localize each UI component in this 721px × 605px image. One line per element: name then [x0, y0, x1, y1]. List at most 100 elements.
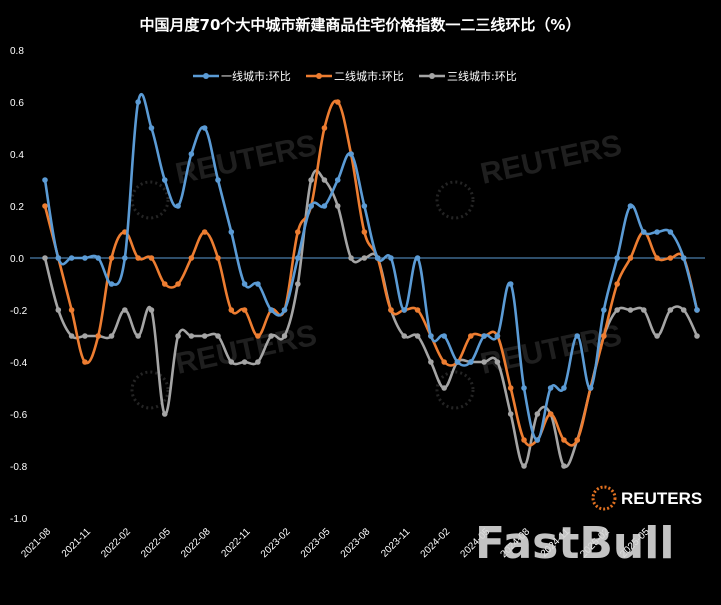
data-point	[334, 203, 341, 209]
data-point	[428, 359, 434, 365]
reuters-watermark-text: REUTERS	[173, 129, 320, 191]
data-point	[215, 333, 221, 339]
data-point	[108, 333, 115, 339]
data-point	[321, 203, 328, 209]
x-tick-label: 2022-08	[179, 526, 213, 560]
data-point	[654, 333, 660, 339]
data-point	[481, 359, 487, 365]
data-point	[241, 281, 248, 287]
data-point	[627, 203, 634, 209]
data-point	[521, 385, 527, 391]
data-point	[414, 255, 421, 261]
data-point	[561, 437, 567, 443]
data-point	[374, 255, 381, 261]
reuters-logo-icon	[435, 180, 475, 220]
data-point	[281, 333, 288, 339]
reuters-logo-icon	[130, 370, 170, 410]
reuters-watermark-text: REUTERS	[478, 129, 625, 191]
data-point	[175, 281, 181, 287]
data-point	[135, 333, 141, 339]
data-point	[428, 333, 434, 339]
data-point	[614, 255, 620, 261]
data-point	[268, 333, 275, 339]
data-point	[361, 229, 368, 235]
reuters-brand-icon	[591, 485, 617, 511]
legend-swatch-marker	[203, 73, 209, 79]
data-point	[215, 177, 221, 183]
data-point	[148, 255, 155, 261]
data-point	[295, 229, 301, 235]
data-point	[95, 333, 102, 339]
data-point	[574, 333, 581, 339]
data-point	[507, 281, 514, 287]
data-point	[188, 333, 195, 339]
data-point	[241, 307, 248, 313]
data-point	[108, 281, 115, 287]
series-layer	[42, 92, 700, 469]
legend-swatch-marker	[429, 73, 435, 79]
data-point	[308, 177, 314, 183]
data-point	[255, 333, 261, 339]
data-point	[348, 151, 354, 157]
data-point	[654, 255, 660, 261]
data-point	[640, 229, 647, 235]
data-point	[667, 255, 674, 261]
y-tick-label: -1.0	[10, 514, 28, 525]
data-point	[228, 307, 235, 313]
data-point	[601, 307, 607, 313]
data-point	[55, 255, 62, 261]
data-point	[68, 255, 75, 261]
data-point	[494, 359, 501, 365]
data-point	[680, 255, 687, 261]
data-point	[414, 333, 421, 339]
data-point	[188, 151, 195, 157]
x-tick-label: 2023-08	[339, 526, 373, 560]
x-tick-label: 2023-05	[299, 526, 333, 560]
data-point	[308, 203, 314, 209]
y-tick-label: 0.4	[10, 150, 24, 161]
y-tick-label: 0.0	[10, 254, 24, 265]
fastbull-watermark: FastBull	[475, 518, 674, 569]
data-point	[694, 333, 700, 339]
data-point	[521, 437, 527, 443]
x-tick-label: 2023-02	[259, 526, 293, 560]
legend: 一线城市:环比 二线城市:环比 三线城市:环比	[193, 69, 517, 83]
data-point	[667, 307, 674, 313]
data-point	[188, 255, 195, 261]
data-point	[82, 255, 88, 261]
data-point	[268, 307, 275, 313]
y-tick-label: -0.6	[10, 410, 28, 421]
reuters-watermark: REUTERS	[435, 129, 625, 220]
data-point	[281, 307, 288, 313]
data-point	[507, 385, 514, 391]
data-point	[561, 463, 567, 469]
data-point	[161, 281, 168, 287]
reuters-brand-text: REUTERS	[621, 489, 702, 508]
x-tick-label: 2023-11	[379, 526, 413, 560]
reuters-logo-icon	[130, 180, 170, 220]
legend-item-1: 一线城市:环比	[193, 69, 291, 83]
data-point	[667, 229, 674, 235]
data-point	[228, 229, 235, 235]
data-point	[441, 333, 447, 339]
data-point	[361, 255, 368, 261]
data-point	[561, 385, 567, 391]
data-point	[627, 307, 634, 313]
data-point	[388, 307, 394, 313]
data-point	[148, 307, 155, 313]
data-point	[694, 307, 700, 313]
series-line	[43, 92, 699, 442]
data-point	[467, 333, 474, 339]
data-point	[68, 333, 75, 339]
data-point	[494, 333, 501, 339]
data-point	[507, 411, 514, 417]
data-point	[640, 307, 647, 313]
data-point	[627, 255, 634, 261]
chart-title: 中国月度70个大中城市新建商品住宅价格指数一二三线环比（%）	[140, 16, 581, 34]
data-point	[148, 125, 155, 131]
x-tick-label: 2022-05	[139, 526, 173, 560]
data-point	[587, 385, 594, 391]
data-point	[108, 255, 115, 261]
legend-label: 三线城市:环比	[447, 69, 517, 83]
